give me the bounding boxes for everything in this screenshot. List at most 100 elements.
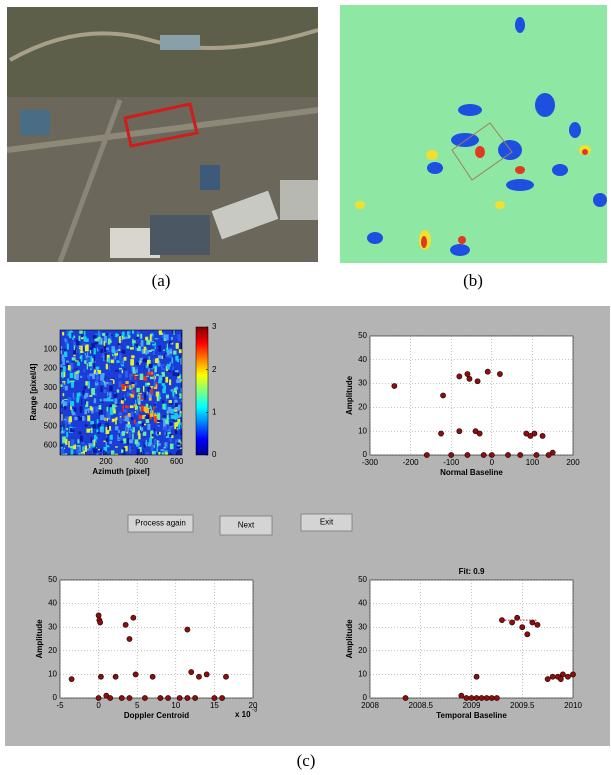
pixel <box>129 373 132 381</box>
data-point <box>142 695 148 701</box>
pixel <box>79 356 82 360</box>
pixel <box>64 346 69 348</box>
pixel <box>85 355 88 359</box>
data-point <box>192 695 198 701</box>
data-point <box>539 433 546 439</box>
pixel <box>99 430 103 433</box>
button-label: Next <box>238 521 255 530</box>
pixel <box>107 423 110 430</box>
data-point <box>480 452 487 458</box>
pixel <box>135 344 139 348</box>
button[interactable] <box>300 513 353 532</box>
data-point <box>531 430 538 437</box>
pixel <box>169 353 173 359</box>
pixel <box>124 405 129 409</box>
pixel <box>90 440 95 446</box>
pixel <box>132 341 134 347</box>
pixel <box>141 431 144 433</box>
pixel <box>64 422 67 430</box>
pixel <box>60 384 65 389</box>
pixel <box>115 403 119 406</box>
pixel <box>174 429 178 435</box>
pixel <box>132 338 134 340</box>
pixel <box>121 331 125 338</box>
pixel <box>75 413 77 419</box>
pixel <box>138 420 142 424</box>
pixel <box>116 426 118 430</box>
pixel <box>148 369 150 374</box>
y-axis-label: Amplitude <box>345 619 354 659</box>
pixel <box>93 348 96 355</box>
pixel <box>173 350 177 355</box>
pixel <box>93 347 96 351</box>
pixel <box>85 381 89 386</box>
pixel <box>170 348 173 354</box>
pixel <box>94 444 97 449</box>
pixel <box>159 377 162 381</box>
data-point <box>509 619 515 626</box>
pixel <box>106 417 108 422</box>
pixel <box>165 452 168 455</box>
pixel <box>168 370 171 373</box>
pixel <box>96 419 99 424</box>
pixel <box>84 360 87 364</box>
pixel <box>124 370 128 378</box>
pixel <box>79 330 83 334</box>
pixel <box>158 431 161 435</box>
pixel <box>139 373 144 380</box>
data-point <box>570 671 576 678</box>
pixel <box>154 374 156 382</box>
pixel <box>131 411 134 418</box>
pixel <box>72 429 75 433</box>
pixel <box>107 357 111 363</box>
pixel <box>79 406 83 414</box>
pixel <box>95 454 97 455</box>
pixel <box>97 423 102 428</box>
pixel <box>124 445 128 452</box>
y-tick-label: 20 <box>358 646 367 655</box>
pixel <box>67 420 71 425</box>
pixel <box>88 443 92 445</box>
pixel <box>145 336 149 341</box>
pixel <box>137 330 139 334</box>
pixel <box>116 416 118 421</box>
button[interactable] <box>127 514 194 533</box>
pixel <box>104 353 107 360</box>
pixel <box>99 332 102 338</box>
pixel <box>90 356 93 362</box>
pixel <box>153 439 157 445</box>
pixel <box>141 415 145 420</box>
colorbar-tick-label: 0 <box>212 450 217 459</box>
button[interactable] <box>219 515 273 536</box>
pixel <box>105 376 107 379</box>
pixel <box>76 446 80 454</box>
pixel <box>115 446 118 448</box>
pixel <box>110 359 115 364</box>
pixel <box>61 426 64 431</box>
pixel <box>122 404 124 409</box>
pixel <box>118 374 122 379</box>
pixel <box>161 364 163 370</box>
pixel <box>100 374 104 381</box>
data-point <box>517 452 524 458</box>
pixel <box>132 390 135 395</box>
pixel <box>131 355 135 359</box>
pixel <box>108 364 110 371</box>
pixel <box>157 355 162 359</box>
pixel <box>113 355 116 361</box>
data-point <box>478 695 485 701</box>
pixel <box>144 407 149 414</box>
pixel <box>93 369 97 374</box>
pixel <box>74 342 77 348</box>
pixel <box>180 332 182 338</box>
pixel <box>80 354 83 362</box>
pixel <box>136 331 140 337</box>
pixel <box>84 352 86 356</box>
pixel <box>146 391 148 395</box>
colorbar-tick-label: 3 <box>212 322 217 331</box>
pixel <box>154 416 157 423</box>
colorbar-tick-label: 1 <box>212 407 217 416</box>
pixel <box>95 406 99 413</box>
pixel <box>73 396 76 400</box>
pixel <box>162 426 165 431</box>
